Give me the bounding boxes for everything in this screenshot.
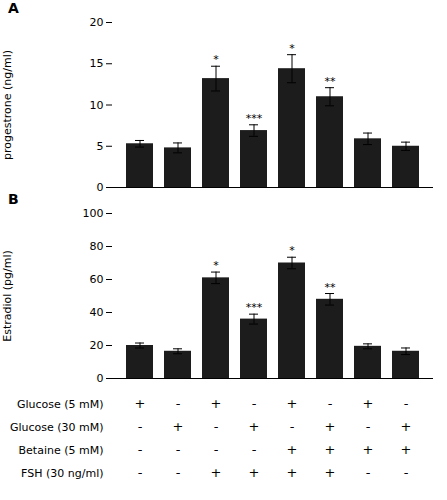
svg-text:-: - [366,419,371,434]
svg-text:+: + [363,396,374,411]
svg-text:-: - [290,419,295,434]
svg-text:20: 20 [90,16,104,29]
svg-text:***: *** [246,301,263,314]
svg-text:-: - [252,396,257,411]
svg-text:-: - [404,465,409,480]
svg-text:+: + [173,419,184,434]
svg-text:+: + [211,396,222,411]
svg-text:Betaine (5 mM): Betaine (5 mM) [19,444,104,457]
svg-text:+: + [401,442,412,457]
svg-text:Glucose (30 mM): Glucose (30 mM) [10,421,104,434]
svg-text:-: - [366,465,371,480]
svg-text:*: * [213,53,219,66]
html-text:B: B [8,191,19,207]
svg-text:*: * [213,259,219,272]
svg-text:+: + [211,465,222,480]
svg-text:100: 100 [83,207,104,220]
svg-text:***: *** [246,112,263,125]
svg-text:+: + [325,442,336,457]
svg-text:0: 0 [97,372,104,382]
svg-text:+: + [325,419,336,434]
svg-text:-: - [214,442,219,457]
svg-text:-: - [138,442,143,457]
svg-text:15: 15 [90,57,104,70]
svg-text:+: + [287,465,298,480]
svg-text:FSH (30 ng/ml): FSH (30 ng/ml) [21,467,103,480]
svg-text:40: 40 [90,306,104,319]
svg-text:-: - [176,465,181,480]
svg-text:-: - [138,419,143,434]
svg-text:-: - [214,419,219,434]
svg-text:*: * [289,42,295,55]
svg-text:-: - [252,442,257,457]
svg-text:-: - [404,396,409,411]
svg-text:20: 20 [90,339,104,352]
svg-text:0: 0 [97,181,104,191]
svg-text:5: 5 [97,140,104,153]
html-text:A: A [8,0,19,16]
svg-text:*: * [289,244,295,257]
svg-text:-: - [176,442,181,457]
svg-text:+: + [135,396,146,411]
svg-text:60: 60 [90,273,104,286]
svg-text:**: ** [325,75,337,88]
svg-text:+: + [287,396,298,411]
svg-text:+: + [401,419,412,434]
svg-text:-: - [138,465,143,480]
svg-text:**: ** [325,281,337,294]
svg-text:+: + [325,465,336,480]
svg-text:+: + [363,442,374,457]
svg-text:Estradiol (pg/ml): Estradiol (pg/ml) [1,250,14,342]
svg-text:-: - [176,396,181,411]
svg-text:Glucose (5 mM): Glucose (5 mM) [17,398,104,411]
svg-text:+: + [249,465,260,480]
svg-text:progestrone (ng/ml): progestrone (ng/ml) [1,50,14,160]
svg-text:+: + [287,442,298,457]
svg-text:+: + [249,419,260,434]
svg-text:-: - [328,396,333,411]
svg-text:10: 10 [90,99,104,112]
svg-text:80: 80 [90,240,104,253]
